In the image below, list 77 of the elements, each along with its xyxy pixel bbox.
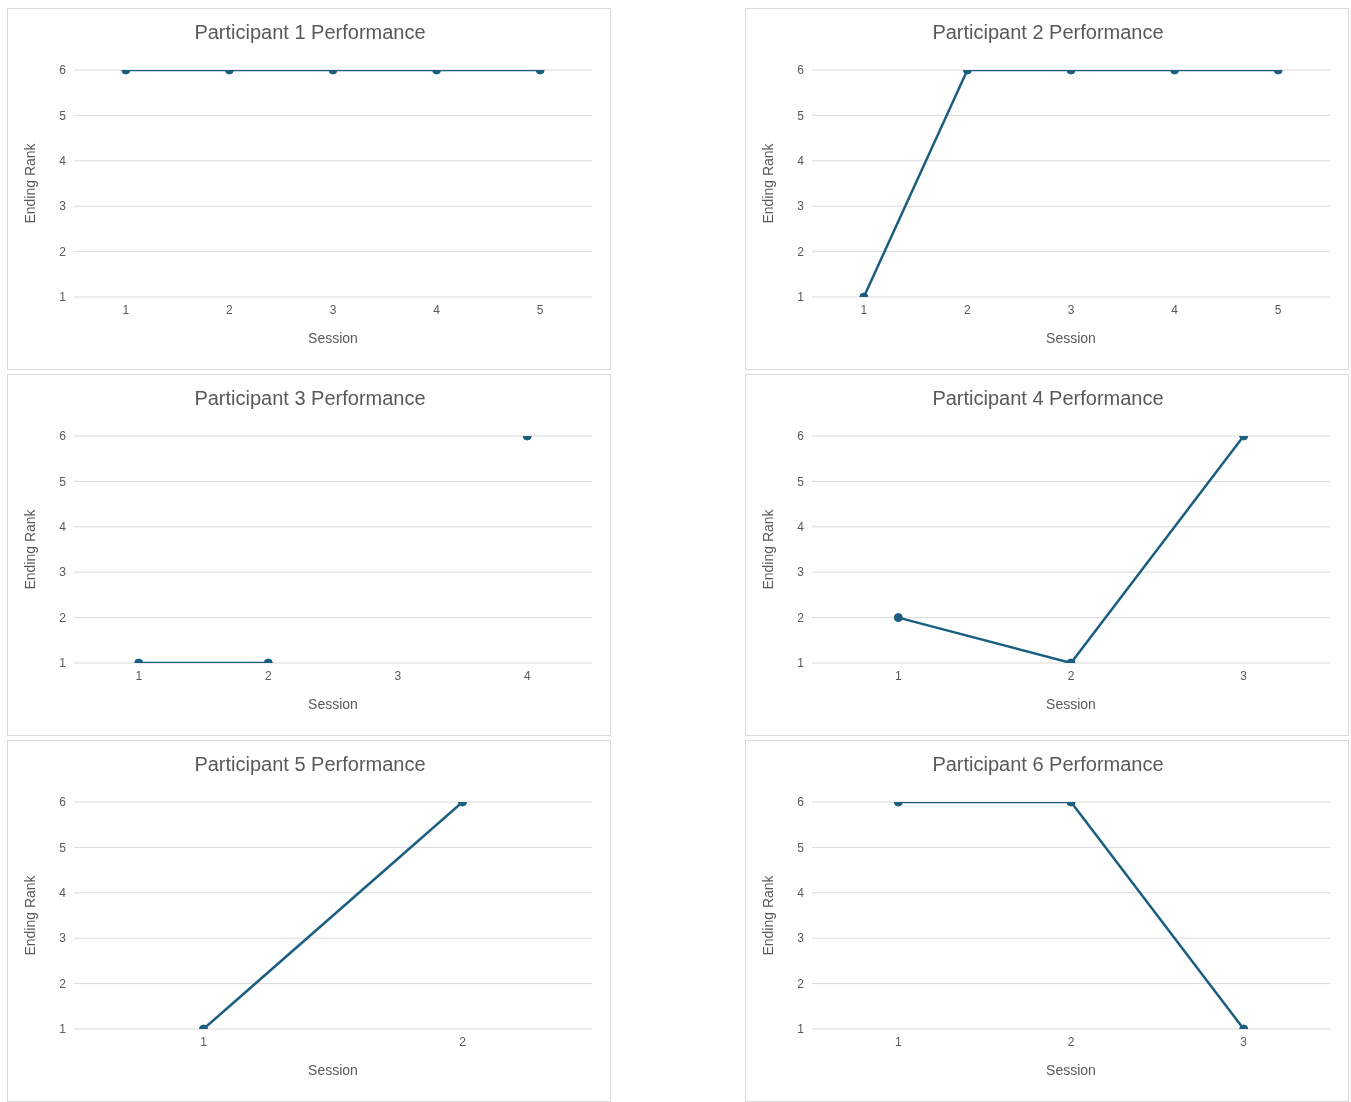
y-tick-label: 4 xyxy=(59,154,67,169)
chart-title: Participant 6 Performance xyxy=(931,753,1165,776)
x-tick-label: 2 xyxy=(226,302,234,317)
y-tick-label: 3 xyxy=(59,565,67,580)
chart-title: Participant 5 Performance xyxy=(193,753,427,776)
y-axis-title: Ending Rank xyxy=(759,142,776,224)
x-tick-label: 4 xyxy=(523,668,531,683)
y-tick-label: 2 xyxy=(797,244,805,259)
y-tick-label: 1 xyxy=(797,290,805,305)
y-tick-label: 2 xyxy=(59,976,67,991)
x-tick-label: 3 xyxy=(394,668,402,683)
x-tick-label: 4 xyxy=(433,302,441,317)
x-tick-label: 2 xyxy=(264,668,272,683)
y-tick-label: 6 xyxy=(59,63,67,78)
x-tick-label: 1 xyxy=(894,668,902,683)
x-tick-label: 3 xyxy=(1067,302,1075,317)
y-tick-label: 3 xyxy=(59,199,67,214)
y-tick-label: 4 xyxy=(797,520,805,535)
y-tick-label: 3 xyxy=(797,199,805,214)
x-axis-title: Session xyxy=(1046,1062,1096,1078)
y-tick-label: 4 xyxy=(59,886,67,901)
y-tick-label: 6 xyxy=(59,795,67,810)
y-tick-label: 2 xyxy=(59,610,67,625)
x-axis-title: Session xyxy=(308,330,358,346)
y-tick-label: 3 xyxy=(59,931,67,946)
y-axis-title: Ending Rank xyxy=(21,508,38,590)
chart-title: Participant 3 Performance xyxy=(193,387,427,410)
x-tick-label: 1 xyxy=(135,668,143,683)
y-tick-label: 6 xyxy=(797,795,805,810)
y-tick-label: 6 xyxy=(797,429,805,444)
chart-title: Participant 1 Performance xyxy=(193,21,427,44)
y-tick-label: 2 xyxy=(59,244,67,259)
x-tick-label: 2 xyxy=(1067,1034,1075,1049)
y-tick-label: 6 xyxy=(797,63,805,78)
x-tick-label: 3 xyxy=(329,302,337,317)
y-axis-title: Ending Rank xyxy=(21,142,38,224)
y-axis-title: Ending Rank xyxy=(759,508,776,590)
y-tick-label: 4 xyxy=(797,886,805,901)
y-tick-label: 1 xyxy=(59,656,67,671)
y-tick-label: 2 xyxy=(797,610,805,625)
chart-title: Participant 4 Performance xyxy=(931,387,1165,410)
y-tick-label: 5 xyxy=(59,474,67,489)
y-tick-label: 3 xyxy=(797,565,805,580)
y-tick-label: 1 xyxy=(797,1022,805,1037)
y-tick-label: 1 xyxy=(797,656,805,671)
x-tick-label: 2 xyxy=(459,1034,467,1049)
x-axis-title: Session xyxy=(308,696,358,712)
x-tick-label: 5 xyxy=(1274,302,1282,317)
chart-title: Participant 2 Performance xyxy=(931,21,1165,44)
x-tick-label: 3 xyxy=(1240,668,1248,683)
y-tick-label: 5 xyxy=(59,840,67,855)
x-tick-label: 3 xyxy=(1240,1034,1248,1049)
y-tick-label: 5 xyxy=(797,474,805,489)
y-tick-label: 4 xyxy=(59,520,67,535)
x-tick-label: 1 xyxy=(200,1034,208,1049)
y-axis-title: Ending Rank xyxy=(759,874,776,956)
y-tick-label: 5 xyxy=(59,108,67,123)
point xyxy=(893,613,903,623)
x-axis-title: Session xyxy=(1046,330,1096,346)
x-tick-label: 2 xyxy=(964,302,972,317)
y-tick-label: 4 xyxy=(797,154,805,169)
x-tick-label: 1 xyxy=(122,302,130,317)
y-tick-label: 1 xyxy=(59,1022,67,1037)
y-tick-label: 5 xyxy=(797,840,805,855)
x-tick-label: 1 xyxy=(860,302,868,317)
x-tick-label: 5 xyxy=(536,302,544,317)
x-tick-label: 1 xyxy=(894,1034,902,1049)
y-tick-label: 2 xyxy=(797,976,805,991)
x-axis-title: Session xyxy=(1046,696,1096,712)
y-tick-label: 1 xyxy=(59,290,67,305)
x-axis-title: Session xyxy=(308,1062,358,1078)
y-axis-title: Ending Rank xyxy=(21,874,38,956)
y-tick-label: 3 xyxy=(797,931,805,946)
x-tick-label: 2 xyxy=(1067,668,1075,683)
x-tick-label: 4 xyxy=(1171,302,1179,317)
y-tick-label: 6 xyxy=(59,429,67,444)
y-tick-label: 5 xyxy=(797,108,805,123)
